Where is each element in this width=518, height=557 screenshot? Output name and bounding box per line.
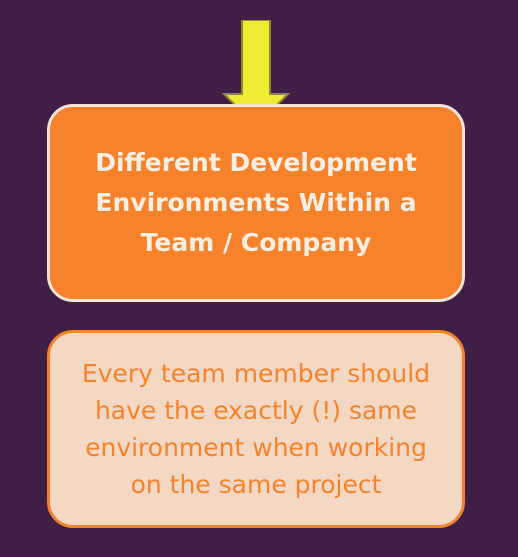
requirement-note-text: Every team member should have the exactl… — [81, 359, 431, 499]
main-concept-text: Different Development Environments Withi… — [95, 148, 417, 257]
requirement-note-box: Every team member should have the exactl… — [47, 330, 465, 528]
main-concept-box: Different Development Environments Withi… — [47, 104, 465, 302]
